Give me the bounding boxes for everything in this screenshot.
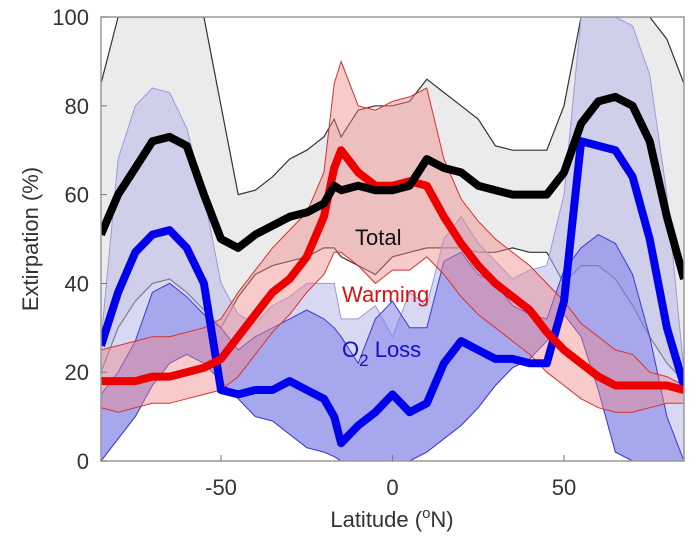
y-axis-label: Extirpation (%): [18, 167, 43, 311]
y-tick-label: 100: [52, 5, 89, 30]
y-tick-label: 0: [77, 449, 89, 474]
o2-band-upper-edge: [101, 234, 684, 461]
y-tick-label: 20: [65, 360, 89, 385]
x-axis-label-pre: Latitude (: [330, 507, 422, 532]
annotation-warming: Warming: [342, 282, 429, 307]
annotation-o2-loss: O2 Loss: [342, 337, 421, 370]
o2-loss-word: Loss: [369, 337, 422, 362]
x-axis-label: Latitude (oN): [330, 505, 453, 532]
x-tick-label: 0: [386, 475, 398, 500]
annotation-total: Total: [355, 225, 401, 250]
o2-loss-line: [101, 137, 684, 448]
warming-line: [101, 146, 684, 394]
o2-subscript: 2: [359, 351, 368, 370]
y-tick-label: 60: [65, 183, 89, 208]
total-band: [101, 17, 684, 382]
x-axis-label-degree: o: [422, 505, 430, 522]
y-tick-label: 80: [65, 94, 89, 119]
x-tick-label: 50: [552, 475, 576, 500]
o2-band-lower-edge: [101, 313, 684, 461]
x-axis-label-post: N): [430, 507, 453, 532]
warming-band-upper-edge: [101, 59, 684, 386]
total-line: [101, 92, 684, 281]
y-tick-label: 40: [65, 271, 89, 296]
warming-band-lower-edge: [101, 251, 684, 413]
o2-band: [101, 234, 684, 461]
x-tick-label: -50: [205, 475, 237, 500]
o2-letter: O: [342, 337, 359, 362]
